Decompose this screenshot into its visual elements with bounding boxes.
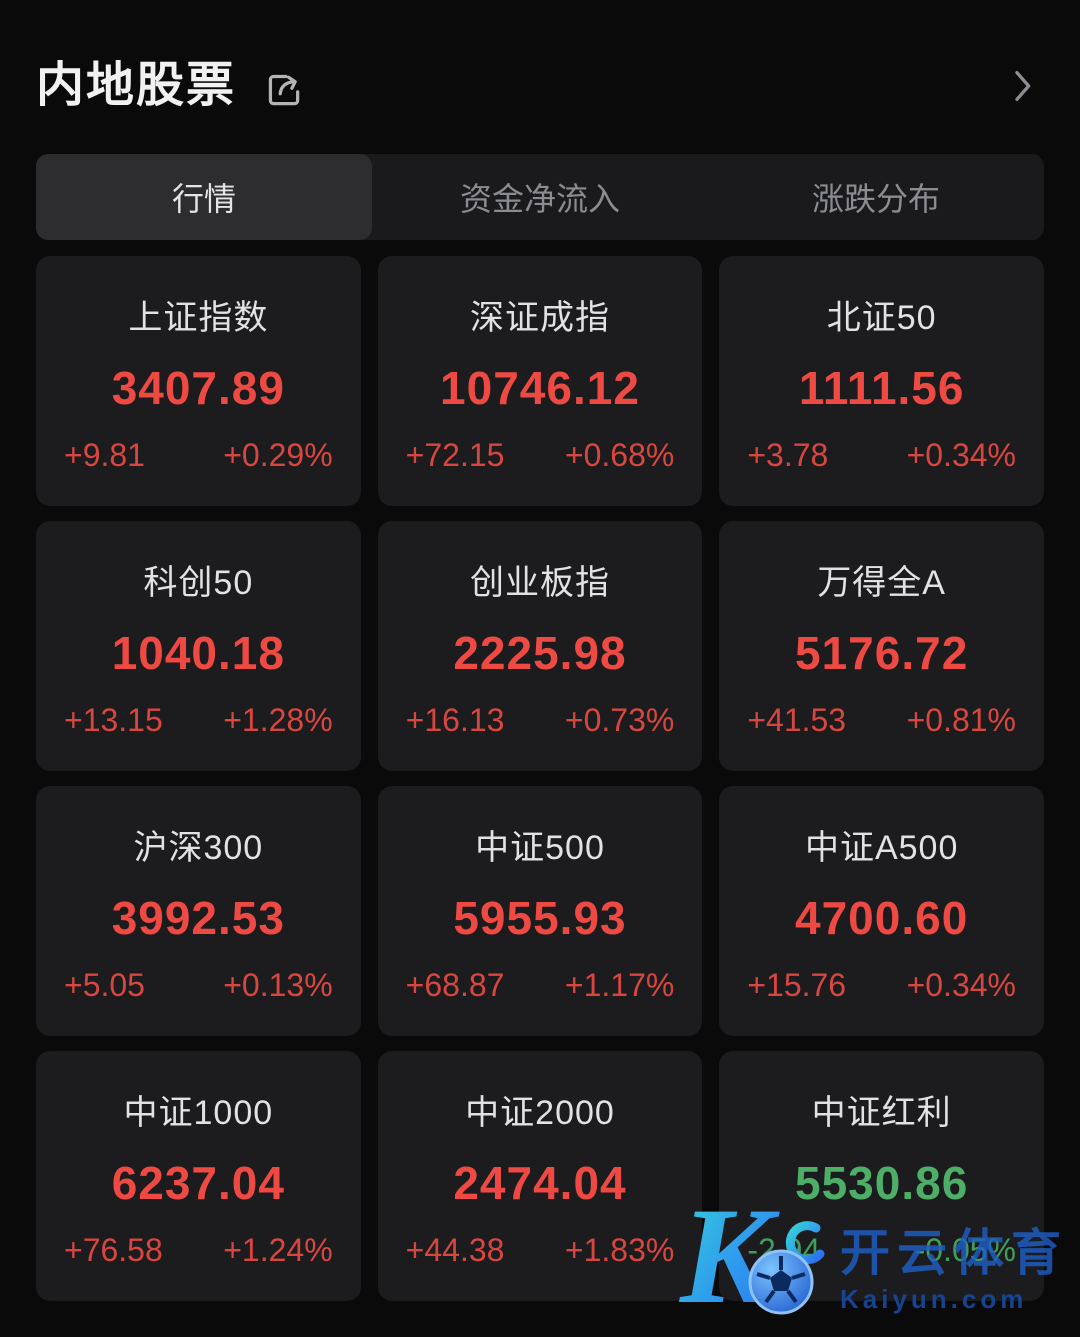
chevron-right-icon[interactable] bbox=[1002, 64, 1042, 108]
index-value: 5955.93 bbox=[453, 892, 627, 944]
index-change-row: +15.76 +0.34% bbox=[741, 967, 1022, 1004]
index-name: 北证50 bbox=[826, 299, 937, 337]
index-value: 2474.04 bbox=[453, 1157, 627, 1209]
index-card-chinext[interactable]: 创业板指 2225.98 +16.13 +0.73% bbox=[377, 521, 703, 771]
index-change: +9.81 bbox=[64, 437, 145, 473]
index-value: 1040.18 bbox=[111, 627, 285, 679]
index-change-row: +9.81 +0.29% bbox=[58, 437, 339, 474]
index-value: 4700.60 bbox=[795, 892, 969, 944]
index-card-csi2000[interactable]: 中证2000 2474.04 +44.38 +1.83% bbox=[377, 1051, 703, 1301]
index-name: 中证2000 bbox=[465, 1094, 615, 1132]
index-value: 5176.72 bbox=[795, 627, 969, 679]
index-card-csi-dividend[interactable]: 中证红利 5530.86 -2.94 -0.05% bbox=[719, 1051, 1044, 1301]
index-change-row: +76.58 +1.24% bbox=[58, 1232, 339, 1269]
index-pct: +1.28% bbox=[223, 702, 333, 738]
index-name: 中证1000 bbox=[123, 1094, 274, 1132]
index-change: +13.15 bbox=[64, 702, 163, 738]
index-grid: 上证指数 3407.89 +9.81 +0.29% 深证成指 10746.12 … bbox=[36, 256, 1044, 1301]
index-pct: +1.24% bbox=[223, 1232, 333, 1268]
index-card-shanghai-composite[interactable]: 上证指数 3407.89 +9.81 +0.29% bbox=[36, 256, 361, 506]
index-value: 5530.86 bbox=[795, 1157, 969, 1209]
tab-net-inflow-label: 资金净流入 bbox=[459, 181, 620, 217]
index-pct: +1.17% bbox=[564, 967, 675, 1003]
index-change-row: +44.38 +1.83% bbox=[400, 1232, 681, 1269]
index-change-row: +5.05 +0.13% bbox=[58, 967, 339, 1004]
index-pct: +0.34% bbox=[906, 437, 1016, 473]
index-card-wind-all-a[interactable]: 万得全A 5176.72 +41.53 +0.81% bbox=[719, 521, 1044, 771]
index-change: +76.58 bbox=[64, 1232, 163, 1268]
index-pct: +0.73% bbox=[564, 702, 675, 738]
tab-updown-distribution[interactable]: 涨跌分布 bbox=[708, 154, 1044, 240]
index-pct: +0.81% bbox=[906, 702, 1016, 738]
index-name: 沪深300 bbox=[133, 829, 264, 867]
index-pct: -0.05% bbox=[914, 1232, 1016, 1268]
index-value: 1111.56 bbox=[798, 362, 965, 414]
index-change: +5.05 bbox=[64, 967, 145, 1003]
index-pct: +1.83% bbox=[564, 1232, 675, 1268]
header: 内地股票 bbox=[36, 0, 1044, 118]
index-card-bse50[interactable]: 北证50 1111.56 +3.78 +0.34% bbox=[719, 256, 1044, 506]
index-change-row: +68.87 +1.17% bbox=[400, 967, 681, 1004]
index-name: 深证成指 bbox=[469, 299, 610, 337]
tab-updown-distribution-label: 涨跌分布 bbox=[811, 181, 940, 217]
index-card-csi1000[interactable]: 中证1000 6237.04 +76.58 +1.24% bbox=[36, 1051, 361, 1301]
index-card-csi500[interactable]: 中证500 5955.93 +68.87 +1.17% bbox=[377, 786, 703, 1036]
index-change: +72.15 bbox=[405, 437, 505, 473]
index-card-shenzhen-component[interactable]: 深证成指 10746.12 +72.15 +0.68% bbox=[377, 256, 703, 506]
index-change-row: +13.15 +1.28% bbox=[58, 702, 339, 739]
index-change: +16.13 bbox=[405, 702, 505, 738]
index-pct: +0.34% bbox=[906, 967, 1016, 1003]
index-change-row: +3.78 +0.34% bbox=[741, 437, 1022, 474]
index-pct: +0.13% bbox=[223, 967, 333, 1003]
index-name: 中证A500 bbox=[804, 829, 959, 867]
index-change-row: +72.15 +0.68% bbox=[400, 437, 681, 474]
tab-quotes-label: 行情 bbox=[171, 181, 236, 217]
index-change-row: +41.53 +0.81% bbox=[741, 702, 1022, 739]
index-change: -2.94 bbox=[747, 1232, 821, 1268]
index-value: 10746.12 bbox=[440, 362, 640, 414]
index-change: +3.78 bbox=[747, 437, 829, 473]
index-card-csi300[interactable]: 沪深300 3992.53 +5.05 +0.13% bbox=[36, 786, 361, 1036]
tab-quotes[interactable]: 行情 bbox=[36, 154, 372, 240]
index-card-star50[interactable]: 科创50 1040.18 +13.15 +1.28% bbox=[36, 521, 361, 771]
index-name: 创业板指 bbox=[469, 564, 610, 602]
index-name: 中证红利 bbox=[811, 1094, 952, 1132]
index-name: 万得全A bbox=[817, 564, 946, 602]
index-pct: +0.29% bbox=[223, 437, 333, 473]
index-name: 中证500 bbox=[475, 829, 605, 867]
index-name: 上证指数 bbox=[128, 299, 269, 337]
index-value: 2225.98 bbox=[453, 627, 627, 679]
tab-bar: 行情 资金净流入 涨跌分布 bbox=[36, 154, 1044, 240]
index-value: 3407.89 bbox=[111, 362, 285, 414]
index-change: +68.87 bbox=[405, 967, 505, 1003]
index-card-csi-a500[interactable]: 中证A500 4700.60 +15.76 +0.34% bbox=[719, 786, 1044, 1036]
share-icon[interactable] bbox=[262, 66, 308, 112]
index-value: 6237.04 bbox=[111, 1157, 285, 1209]
index-change: +15.76 bbox=[747, 967, 847, 1003]
page-title: 内地股票 bbox=[36, 58, 237, 112]
index-change: +41.53 bbox=[747, 702, 847, 738]
index-name: 科创50 bbox=[143, 564, 254, 602]
index-change: +44.38 bbox=[405, 1232, 505, 1268]
index-value: 3992.53 bbox=[111, 892, 285, 944]
index-change-row: -2.94 -0.05% bbox=[741, 1232, 1022, 1269]
index-pct: +0.68% bbox=[564, 437, 675, 473]
tab-net-inflow[interactable]: 资金净流入 bbox=[372, 154, 708, 240]
mainland-stocks-panel: 内地股票 行情 资金净流入 涨跌分布 上证指数 3407.8 bbox=[36, 0, 1044, 1301]
index-change-row: +16.13 +0.73% bbox=[400, 702, 681, 739]
